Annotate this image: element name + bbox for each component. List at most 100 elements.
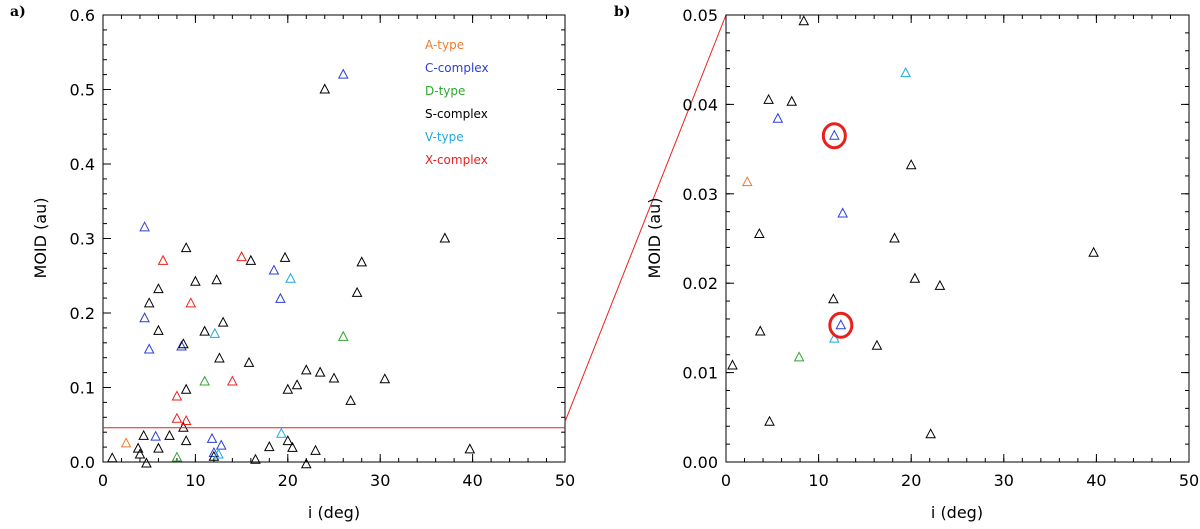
data-point-x-complex (171, 412, 183, 423)
data-point-s-complex (727, 359, 738, 370)
zoom-connector-lines (564, 14, 727, 422)
data-point-s-complex (153, 283, 164, 294)
data-point-v-type (213, 448, 224, 459)
data-point-s-complex (180, 383, 192, 394)
x-tick-label: 0 (98, 471, 108, 490)
data-point-s-complex (245, 254, 257, 265)
legend-entry: C-complex (425, 61, 489, 75)
panel-a: a) 0 10 20 30 40 50 0.0 0.1 0.2 0.3 0.4 0.5 0.6 i (d… (10, 4, 575, 522)
data-point-s-complex (379, 373, 391, 384)
panel-b-highlight-circles (821, 122, 854, 339)
x-tick-label: 40 (462, 471, 482, 490)
data-point-d-type (199, 375, 210, 386)
data-point-s-complex (141, 457, 152, 468)
data-point-c-complex (143, 343, 155, 354)
data-point-s-complex (439, 232, 451, 243)
panel-a-y-axis-label: MOID (au) (31, 198, 50, 279)
data-point-s-complex (764, 415, 775, 426)
data-point-s-complex (871, 339, 883, 350)
data-point-s-complex (310, 444, 321, 455)
x-tick-label: 50 (1179, 471, 1199, 490)
data-point-s-complex (106, 452, 118, 463)
data-point-s-complex (134, 448, 146, 459)
data-point-c-complex (206, 432, 218, 443)
data-point-s-complex (356, 256, 368, 267)
data-point-d-type (337, 330, 349, 341)
data-point-s-complex (763, 93, 774, 104)
data-point-s-complex (143, 297, 155, 308)
data-point-s-complex (217, 316, 229, 327)
data-point-s-complex (345, 394, 356, 405)
highlight-circle (828, 311, 854, 339)
data-point-s-complex (464, 443, 476, 454)
data-point-s-complex (199, 325, 210, 336)
x-tick-label: 40 (1086, 471, 1106, 490)
y-tick-label: 0.03 (682, 185, 718, 204)
data-point-s-complex (164, 429, 175, 440)
y-tick-label: 0.02 (682, 274, 718, 293)
data-point-c-complex (829, 129, 840, 140)
data-point-c-complex (337, 68, 349, 79)
y-tick-label: 0.05 (682, 6, 718, 25)
panel-a-legend: A-type C-complex D-type S-complex V-type X-co… (425, 38, 489, 167)
legend-entry: X-complex (425, 153, 488, 167)
data-point-c-complex (150, 430, 161, 441)
data-point-s-complex (243, 356, 255, 367)
data-point-c-complex (176, 340, 187, 351)
data-point-s-complex (178, 421, 189, 432)
data-point-s-complex (153, 324, 164, 335)
data-point-x-complex (227, 375, 238, 386)
data-point-s-complex (786, 95, 798, 106)
data-point-s-complex (905, 159, 917, 170)
data-point-v-type (209, 327, 221, 338)
data-point-s-complex (138, 429, 149, 440)
panel-b-plot-frame (725, 14, 1190, 463)
data-point-s-complex (754, 227, 765, 239)
panel-b-label: b) (614, 4, 630, 20)
zoom-connector-line (564, 14, 727, 422)
data-point-s-complex (314, 366, 326, 377)
data-point-s-complex (190, 275, 201, 286)
x-tick-label: 30 (370, 471, 390, 490)
panel-a-label: a) (10, 4, 26, 20)
data-point-s-complex (208, 450, 220, 461)
data-point-c-complex (835, 319, 847, 330)
data-point-x-complex (185, 297, 197, 308)
data-point-c-complex (275, 292, 286, 303)
x-tick-label: 10 (185, 471, 205, 490)
x-tick-label: 30 (994, 471, 1014, 490)
data-point-s-complex (180, 242, 192, 253)
data-point-s-complex (153, 442, 164, 453)
legend-entry: A-type (425, 38, 464, 52)
highlight-circle (821, 122, 847, 150)
data-point-c-complex (208, 446, 220, 458)
data-point-s-complex (250, 453, 261, 464)
data-point-s-complex (300, 364, 312, 375)
panel-b-points (727, 15, 1099, 439)
data-point-a-type (741, 176, 753, 187)
data-point-s-complex (925, 428, 936, 439)
legend-entry: S-complex (425, 107, 488, 121)
data-point-a-type (120, 437, 132, 448)
data-point-x-complex (180, 414, 192, 426)
data-point-x-complex (171, 390, 183, 401)
y-tick-label: 0.0 (70, 453, 95, 472)
x-tick-label: 20 (278, 471, 298, 490)
data-point-s-complex (282, 383, 294, 394)
data-point-c-complex (268, 264, 280, 275)
data-point-s-complex (828, 293, 839, 304)
x-tick-label: 20 (901, 471, 921, 490)
data-point-x-complex (236, 251, 247, 262)
data-point-s-complex (287, 441, 298, 452)
data-point-s-complex (211, 274, 222, 285)
data-point-c-complex (837, 207, 849, 218)
data-point-s-complex (1088, 246, 1099, 257)
data-point-s-complex (889, 232, 900, 243)
panel-a-ticks: 0 10 20 30 40 50 0.0 0.1 0.2 0.3 0.4 0.5 0.6 (70, 6, 576, 490)
panel-b-y-axis-label: MOID (au) (645, 198, 664, 279)
data-point-c-complex (139, 221, 150, 232)
panel-b-ticks: 0 10 20 30 40 50 0.00 0.01 0.02 0.03 0.04 0.05 (682, 6, 1199, 490)
data-point-s-complex (263, 441, 275, 452)
y-tick-label: 0.00 (682, 453, 718, 472)
